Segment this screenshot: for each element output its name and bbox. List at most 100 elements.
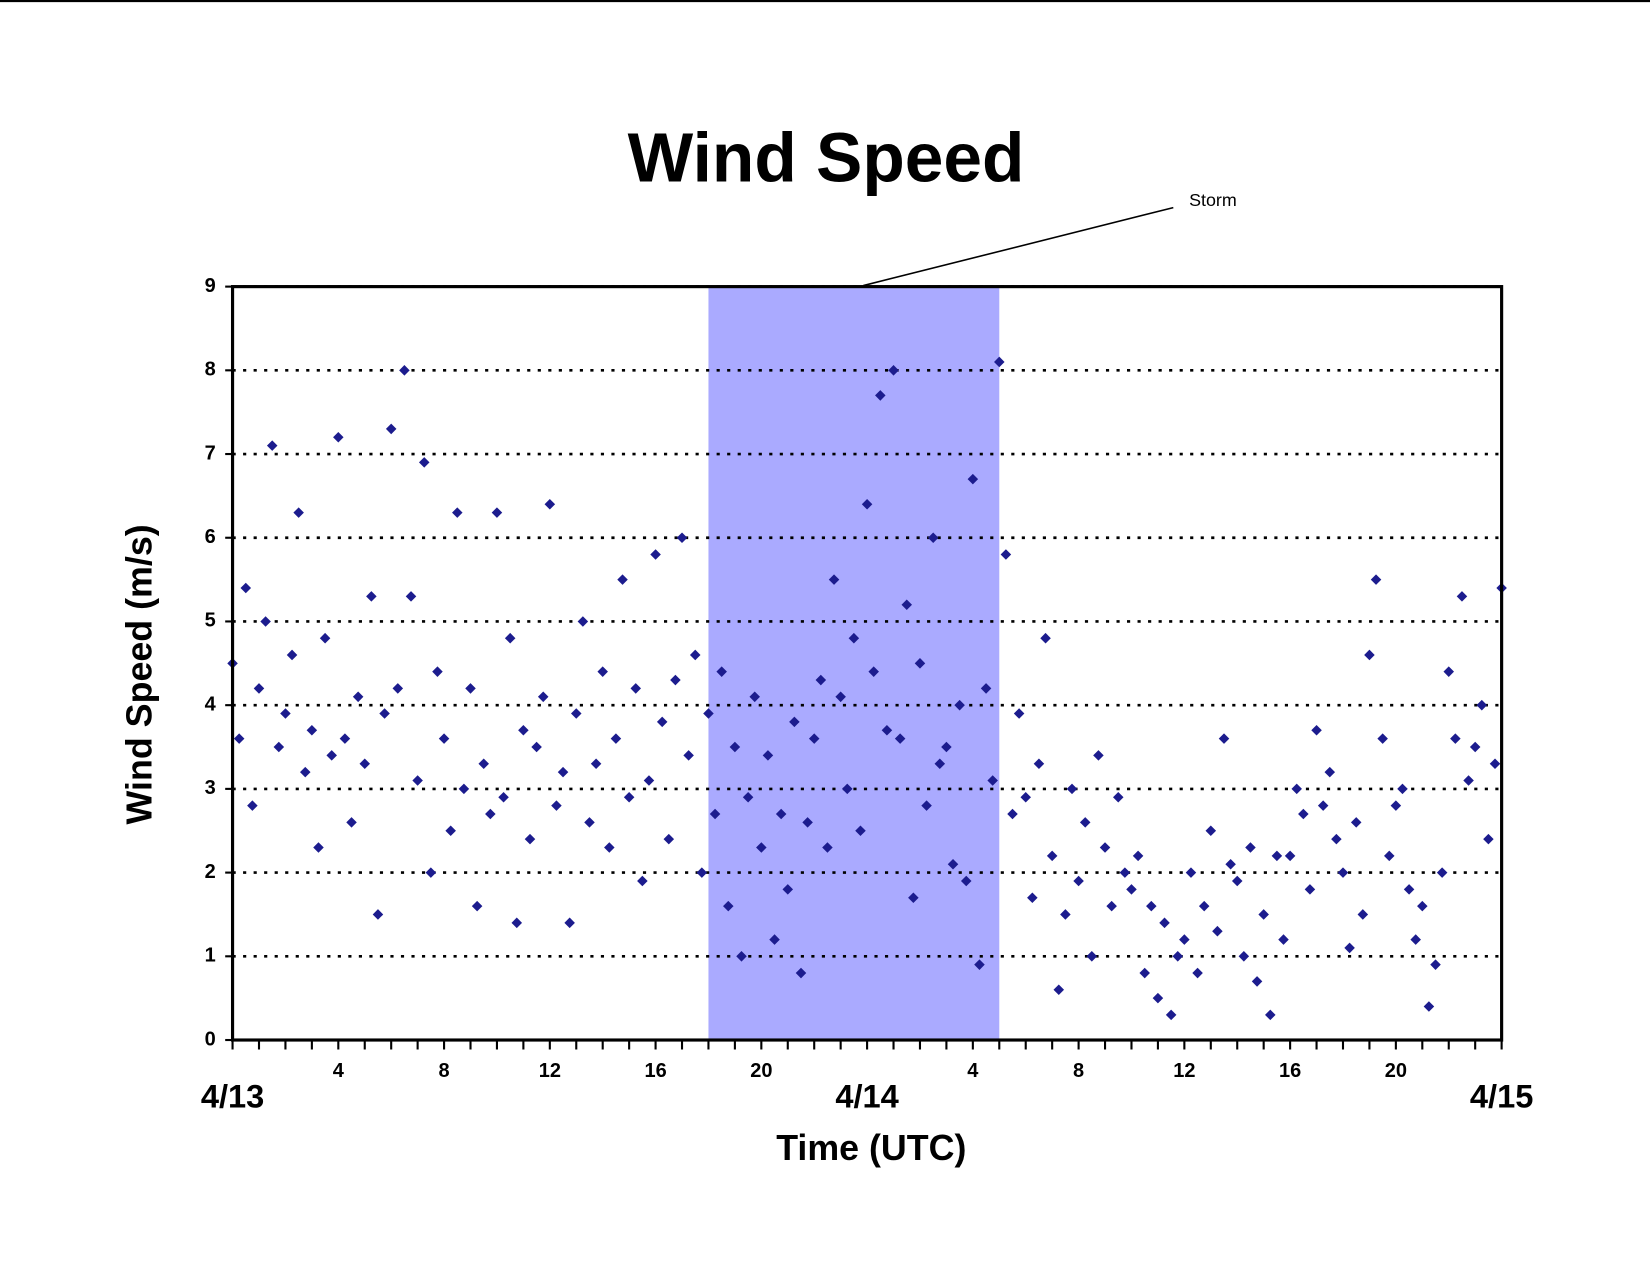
data-point xyxy=(266,440,278,451)
data-point xyxy=(650,549,661,560)
data-point xyxy=(346,817,357,828)
data-point xyxy=(1410,934,1421,945)
data-point xyxy=(452,507,463,518)
data-point xyxy=(1079,817,1091,828)
data-point xyxy=(1179,934,1190,945)
data-point xyxy=(1212,925,1223,937)
data-point xyxy=(1231,875,1243,887)
data-point xyxy=(1271,850,1283,862)
data-point xyxy=(1106,900,1117,912)
data-point xyxy=(1430,959,1441,970)
data-point xyxy=(610,733,622,744)
data-point xyxy=(1377,733,1388,744)
data-point xyxy=(1099,842,1111,853)
x-tick-label: 8 xyxy=(1073,1060,1084,1082)
data-point xyxy=(1417,900,1428,912)
data-point xyxy=(1423,1001,1435,1012)
chart-title: Wind Speed xyxy=(628,119,1025,197)
data-point xyxy=(260,616,271,627)
data-point xyxy=(1357,909,1369,920)
data-point xyxy=(888,365,899,376)
data-point xyxy=(676,532,688,544)
data-point xyxy=(1172,951,1184,962)
data-point xyxy=(670,674,681,686)
data-point xyxy=(537,691,549,703)
data-point xyxy=(372,909,384,920)
data-point xyxy=(1066,783,1078,795)
data-point xyxy=(1344,942,1355,954)
data-point xyxy=(280,708,291,719)
data-point xyxy=(458,783,470,795)
data-point xyxy=(1278,934,1289,945)
data-point xyxy=(703,708,714,719)
data-point xyxy=(630,683,642,694)
data-point xyxy=(366,591,377,602)
data-point xyxy=(1013,708,1025,719)
data-point xyxy=(617,574,628,585)
data-point xyxy=(1364,649,1375,661)
data-point xyxy=(273,741,285,753)
data-point xyxy=(1007,808,1018,820)
x-tick-label: 12 xyxy=(1173,1060,1195,1082)
data-point xyxy=(531,741,542,753)
data-point xyxy=(385,423,397,435)
y-tick-label: 1 xyxy=(205,945,216,967)
y-tick-label: 8 xyxy=(205,359,216,381)
data-point xyxy=(1225,858,1236,870)
x-axis-title: Time (UTC) xyxy=(776,1128,966,1168)
data-point xyxy=(947,858,959,870)
data-point xyxy=(1000,549,1012,560)
data-point xyxy=(571,708,582,719)
date-label: 4/15 xyxy=(1470,1078,1533,1115)
data-point xyxy=(544,498,556,510)
x-tick-label: 16 xyxy=(644,1060,666,1082)
storm-band xyxy=(708,286,1000,1041)
data-point xyxy=(1317,800,1329,811)
data-point xyxy=(855,825,866,837)
data-point xyxy=(848,632,860,644)
data-point xyxy=(253,683,265,694)
data-point xyxy=(1159,917,1170,929)
data-point xyxy=(868,666,879,677)
data-point xyxy=(491,507,503,518)
data-point xyxy=(300,766,311,778)
x-tick-label: 8 xyxy=(439,1060,450,1082)
data-point xyxy=(1337,867,1349,878)
data-point xyxy=(967,473,979,485)
data-point xyxy=(1284,850,1296,862)
data-point xyxy=(352,691,364,703)
data-point xyxy=(432,666,443,677)
data-point xyxy=(1218,733,1230,744)
data-point xyxy=(769,934,780,945)
data-point xyxy=(808,733,820,744)
x-tick-label: 4 xyxy=(967,1060,979,1082)
data-point xyxy=(637,875,648,887)
data-point xyxy=(1331,833,1342,845)
data-point xyxy=(557,766,569,778)
data-point xyxy=(934,758,946,770)
data-point xyxy=(1265,1009,1276,1021)
data-point xyxy=(1033,758,1045,770)
data-point xyxy=(418,457,430,468)
data-point xyxy=(1238,951,1250,962)
data-point xyxy=(438,733,450,744)
x-tick-label: 4 xyxy=(333,1060,345,1082)
data-point xyxy=(306,725,318,736)
data-point xyxy=(405,591,417,602)
y-tick-label: 4 xyxy=(205,693,217,715)
data-point xyxy=(723,900,734,912)
data-point xyxy=(908,892,919,903)
data-point xyxy=(894,733,906,744)
data-point xyxy=(1463,775,1474,786)
data-point xyxy=(293,507,304,518)
data-point xyxy=(1476,699,1488,711)
data-point xyxy=(1483,833,1494,845)
data-point xyxy=(1165,1009,1177,1021)
data-point xyxy=(524,833,536,845)
data-point xyxy=(875,390,886,401)
data-point xyxy=(1086,951,1098,962)
data-point xyxy=(1027,892,1038,903)
data-point xyxy=(1192,967,1203,979)
data-point xyxy=(921,800,932,811)
data-point xyxy=(313,842,324,853)
